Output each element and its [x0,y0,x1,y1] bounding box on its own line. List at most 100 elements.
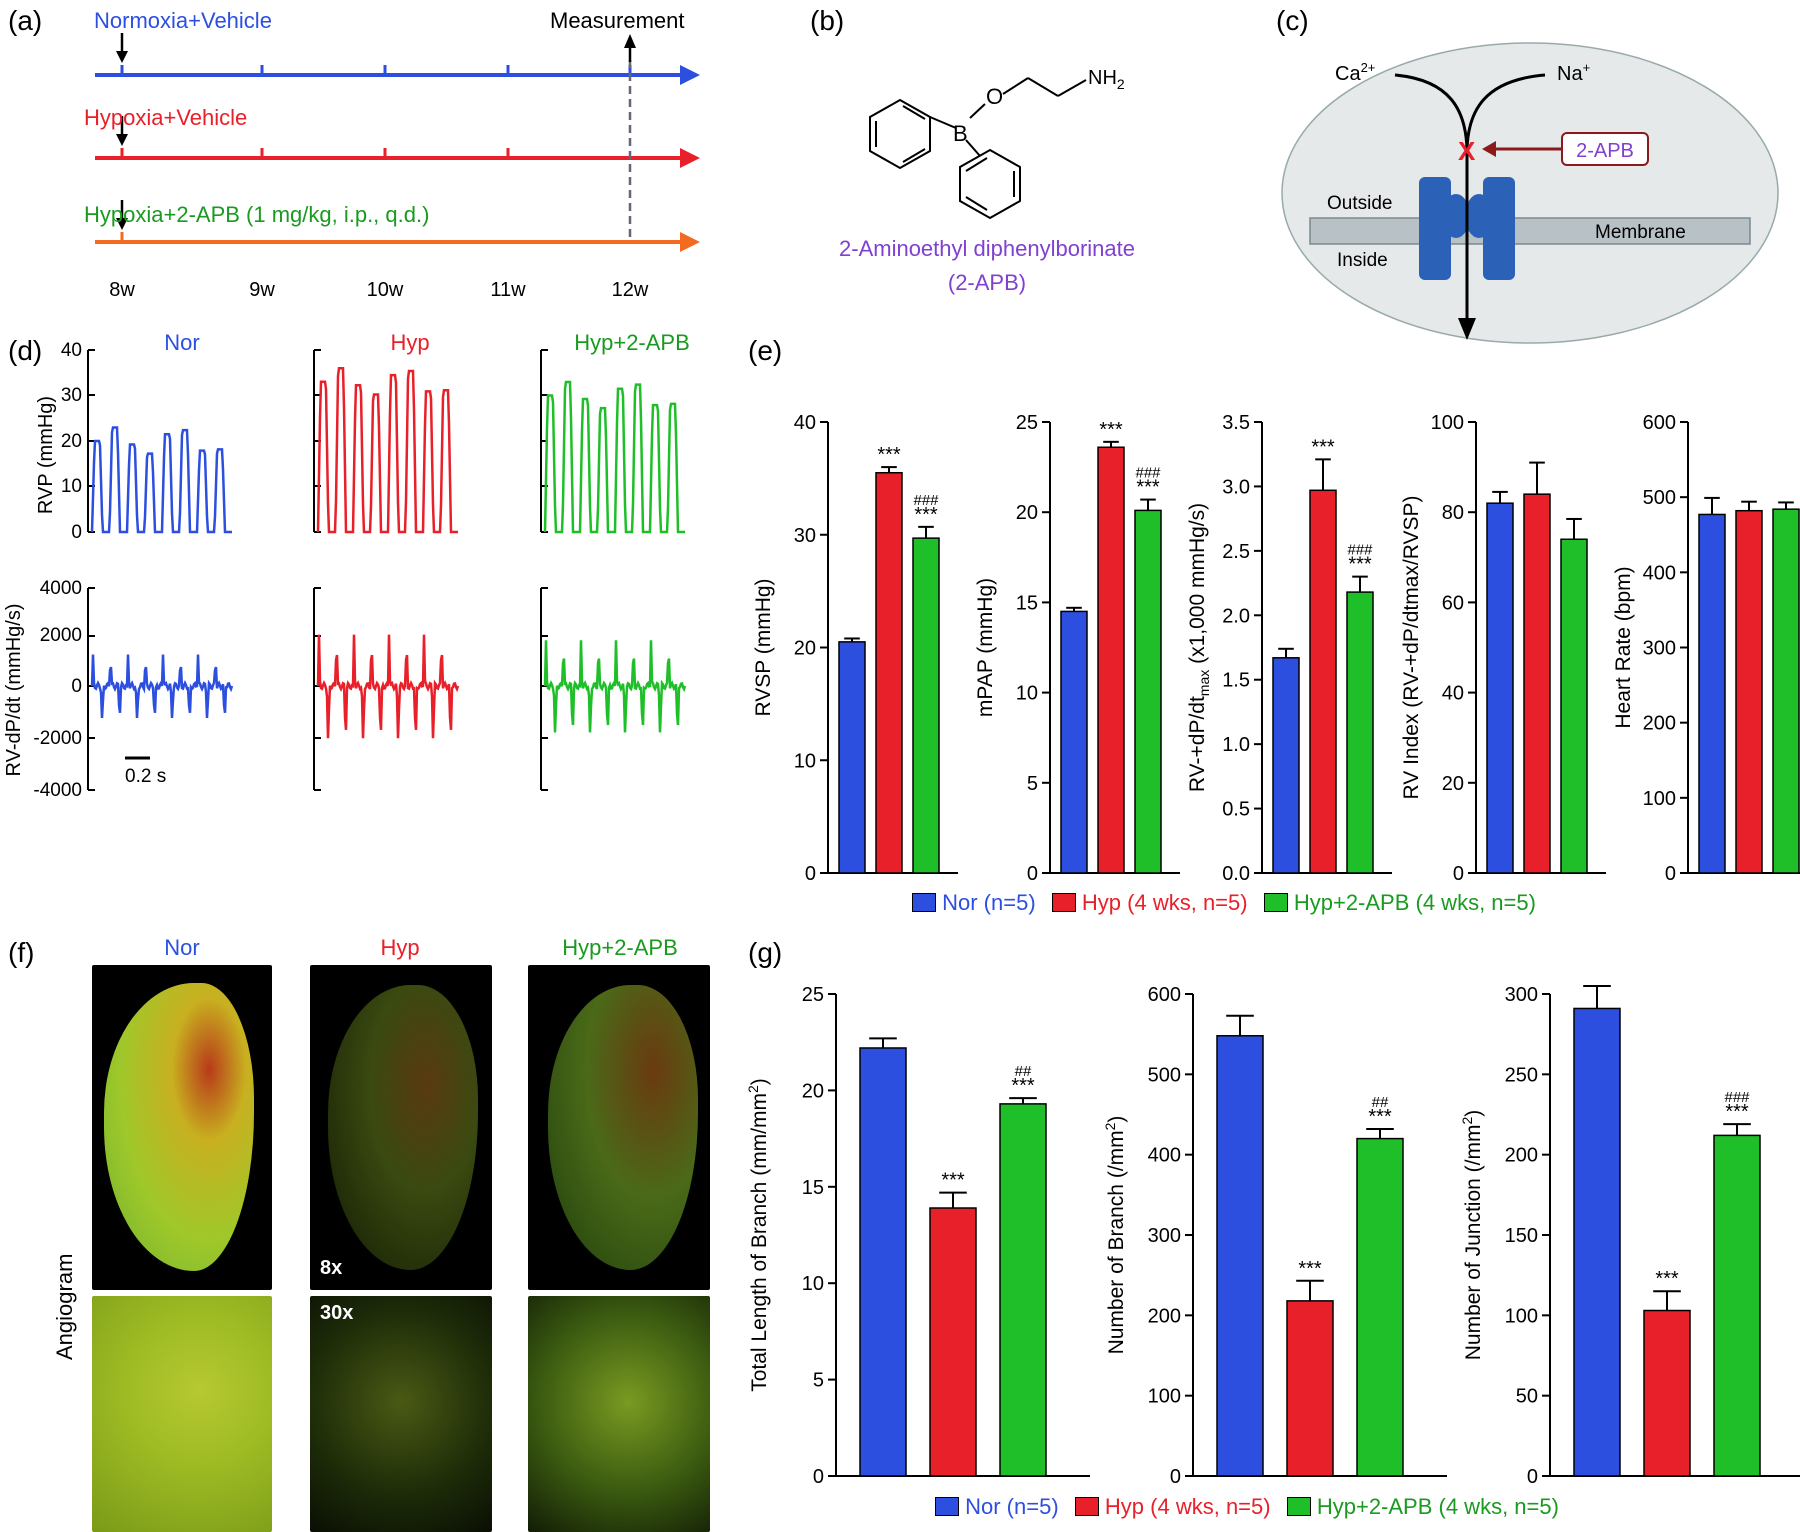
svg-text:-4000: -4000 [33,780,82,801]
bar-chart-g-5: 0 5 10 15 20 25 Total Length of Branch (mm/mm2… [745,984,1090,1488]
angiogram-nor-low [92,965,272,1290]
y-tick-label: 20 [802,1080,824,1102]
bar-nor [1216,1035,1264,1477]
significance-mark: *** [1011,1075,1035,1097]
panel-label-b: (b) [810,5,844,36]
membrane-label: Membrane [1595,222,1686,243]
y-tick-label: 600 [1148,984,1181,1006]
rvp-trace [90,426,232,534]
significance-mark: ### [1347,542,1373,559]
legend-swatch-apb [1263,893,1288,912]
amine-group: NH2 [1088,67,1125,92]
start-arrow-icon [116,218,128,230]
y-tick-label: 200 [1148,1305,1181,1327]
y-tick-label: 200 [1505,1145,1538,1167]
week-label: 11w [490,279,526,300]
bar-chart-g-7: 0 50 100 150 200 250 300 Number of Junction (/m… [1459,984,1800,1488]
y-tick-label: 0 [1453,863,1464,885]
significance-mark: *** [941,1170,965,1192]
bar-chart-g-6: 0 100 200 300 400 500 600 Number of Branch (/mm… [1102,984,1447,1488]
svg-text:40: 40 [61,340,82,361]
bar-hyp-2-apb [1713,1134,1761,1477]
significance-mark: *** [1136,477,1160,499]
y-tick-label: 600 [1643,412,1676,434]
group-label-hypoxia: Hypoxia+Vehicle [84,105,247,130]
y-tick-label: 100 [1643,788,1676,810]
panel-e-label: (e) [748,335,782,366]
y-tick-label: 400 [1643,562,1676,584]
significance-mark: ### [1724,1089,1750,1106]
y-tick-label: 200 [1643,713,1676,735]
y-tick-label: 10 [802,1273,824,1295]
legend-label-apb: Hyp+2-APB (4 wks, n=5) [1316,1494,1559,1519]
y-axis-label: Number of Junction (/mm2) [1459,1110,1485,1361]
significance-mark: *** [1099,419,1123,441]
significance-mark: *** [1725,1101,1749,1123]
rvp-trace [543,380,685,534]
y-tick-label: 400 [1148,1145,1181,1167]
rvp-ticks: 40 30 20 10 0 [61,340,82,543]
y-tick-label: 500 [1148,1064,1181,1086]
bar-hyp [1286,1300,1334,1477]
y-tick-label: 2.0 [1222,605,1250,627]
compound-panel: (b) B O NH2 2-Aminoethyl diphenylborinat… [810,5,1135,295]
bar-hyp [1309,489,1337,874]
measurement-label: Measurement [550,8,685,33]
bar-hyp [875,471,903,874]
bar-hyp [1523,493,1551,874]
trace-title-hyp: Hyp [390,330,429,355]
y-tick-label: 150 [1505,1225,1538,1247]
timeline-panel: (a) Normoxia+Vehicle Hypoxia+Vehicle Hyp… [8,5,700,300]
y-tick-label: 0 [1665,863,1676,885]
svg-text:4000: 4000 [40,578,82,599]
legend-g: Nor (n=5) Hyp (4 wks, n=5) Hyp+2-APB (4 … [935,1494,1559,1520]
angiogram-apb-high [528,1296,710,1532]
bar-hyp [1643,1309,1691,1477]
y-tick-label: 10 [794,750,816,772]
y-axis-label: RVSP (mmHg) [752,578,775,716]
dpdt-trace [316,634,460,739]
y-tick-label: 1.5 [1222,670,1250,692]
y-tick-label: 0 [813,1466,824,1488]
angiogram-side-label: Angiogram [52,1253,77,1360]
angiogram-header: (f) Nor Hyp Hyp+2-APB [8,935,678,968]
legend-label-apb: Hyp+2-APB (4 wks, n=5) [1293,890,1536,915]
compound-abbr: (2-APB) [948,270,1026,295]
significance-mark: *** [1311,436,1335,458]
week-label: 9w [249,279,275,300]
legend-swatch-nor [912,893,936,912]
y-tick-label: 20 [1442,773,1464,795]
legend-e: Nor (n=5) Hyp (4 wks, n=5) Hyp+2-APB (4 … [912,890,1536,916]
angiogram-hyp-low: 8x [310,965,492,1290]
legend-label-hyp: Hyp (4 wks, n=5) [1081,890,1248,915]
channel-protein [1419,177,1515,280]
panel-label-a: (a) [8,5,42,36]
start-arrow-icon [116,134,128,146]
angiogram-apb-low [528,965,710,1290]
trace-axes [87,349,548,791]
svg-text:30: 30 [61,385,82,406]
bar-hyp-2-apb [1346,591,1374,874]
bar-hyp-2-apb [1134,509,1162,874]
y-axis-label: Heart Rate (bpm) [1612,566,1635,728]
y-tick-label: 20 [1016,502,1038,524]
y-tick-label: 5 [813,1370,824,1392]
cell-ellipse [1281,42,1779,344]
bar-chart-e-4: 0 100 200 300 400 500 600 Heart Rate (bpm) [1612,412,1800,885]
inside-label: Inside [1337,250,1388,271]
significance-mark: ### [913,492,939,509]
bar-hyp [1097,446,1125,874]
angio-title-hyp: Hyp [380,935,419,960]
week-label: 8w [109,279,135,300]
y-tick-label: 100 [1431,412,1464,434]
outside-label: Outside [1327,193,1392,214]
y-tick-label: 0 [1170,1466,1181,1488]
svg-text:0: 0 [71,522,82,543]
y-tick-label: 100 [1148,1386,1181,1408]
y-tick-label: 40 [1442,683,1464,705]
significance-mark: *** [1368,1106,1392,1128]
y-tick-label: 5 [1027,773,1038,795]
angiogram-nor-high [92,1296,272,1532]
y-tick-label: 2.5 [1222,541,1250,563]
